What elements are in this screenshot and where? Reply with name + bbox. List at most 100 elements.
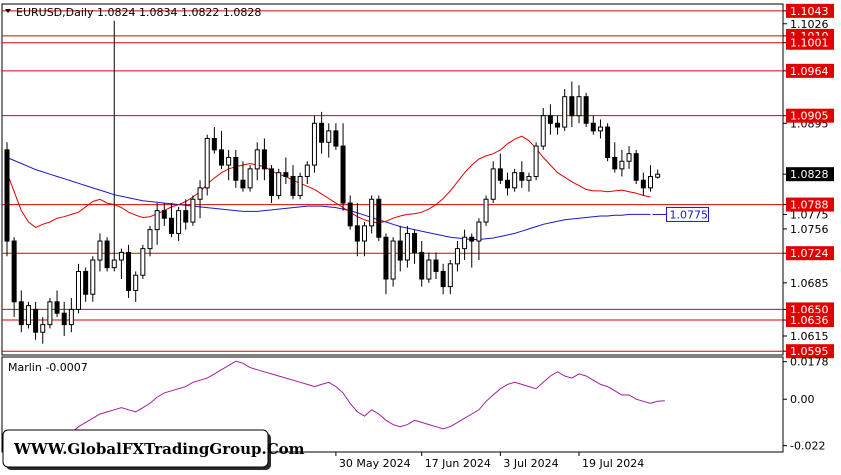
- osc-tick-label: -0.022: [790, 440, 825, 453]
- candle-body-bear: [183, 210, 189, 223]
- level-badge-label: 1.0595: [790, 345, 829, 358]
- support-resistance-levels: [2, 10, 783, 352]
- candle-body-bull: [47, 301, 53, 326]
- candle: [533, 142, 539, 181]
- candle-body-bull: [147, 229, 153, 250]
- candle: [54, 290, 60, 318]
- candle: [97, 233, 103, 272]
- candle: [90, 256, 96, 302]
- candle: [304, 161, 310, 185]
- ma-value-badge: [666, 206, 709, 222]
- candle-body-bull: [648, 175, 653, 189]
- candle: [605, 123, 611, 162]
- dropdown-triangle-icon[interactable]: [5, 9, 11, 13]
- candle: [440, 263, 446, 295]
- candle-body-bear: [333, 130, 339, 147]
- candle-body-bear: [419, 251, 425, 280]
- level-badge-label: 1.0636: [790, 314, 829, 327]
- candle-body-bear: [633, 153, 639, 181]
- candle: [176, 206, 182, 242]
- candle-body-bear: [33, 308, 39, 333]
- time-tick-label: 17 Jun 2024: [425, 457, 491, 470]
- candle-body-bear: [412, 232, 418, 253]
- candle: [40, 317, 46, 344]
- candle-body-bull: [226, 156, 232, 166]
- candle: [240, 161, 246, 192]
- candle-body-bull: [204, 137, 210, 189]
- candle-body-bull: [25, 305, 31, 326]
- candle: [197, 180, 203, 219]
- candle-body-bear: [61, 312, 67, 326]
- candle: [276, 168, 282, 200]
- level-badge-label: 1.0724: [790, 247, 829, 260]
- candle: [547, 104, 553, 135]
- candle: [626, 146, 632, 169]
- candle-body-bear: [354, 225, 360, 242]
- candle: [61, 301, 67, 337]
- candle-body-bull: [619, 160, 625, 170]
- candle: [576, 85, 582, 124]
- candle-body-bull: [254, 149, 260, 170]
- candle: [655, 169, 661, 179]
- candle: [505, 172, 510, 196]
- candle-body-bear: [54, 301, 60, 314]
- candle-body-bull: [154, 210, 160, 231]
- osc-tick-label: 0.00: [790, 393, 815, 406]
- price-tick-label: 1.0756: [790, 223, 829, 236]
- candle-body-bear: [497, 168, 503, 181]
- candle-body-bull: [76, 270, 81, 310]
- time-tick-label: 3 Jul 2024: [503, 457, 558, 470]
- level-badge: [786, 313, 834, 328]
- candle: [126, 244, 132, 299]
- candle: [83, 267, 89, 302]
- price-tick-label: 1.1026: [790, 18, 829, 31]
- candle: [447, 260, 453, 295]
- candle-body-bull: [326, 130, 332, 143]
- level-badge: [786, 108, 834, 123]
- candle: [397, 225, 403, 272]
- candle: [512, 168, 518, 192]
- candle-body-bull: [512, 172, 518, 189]
- candle: [261, 138, 267, 181]
- main-pane-frame: [1, 3, 784, 356]
- level-badge-label: 1.1043: [790, 5, 829, 18]
- candle: [583, 92, 589, 128]
- ma-value-label: 1.0775: [670, 208, 709, 221]
- candle: [297, 172, 303, 200]
- price-tick-label: 1.0685: [790, 277, 829, 290]
- candle-body-bull: [526, 175, 532, 181]
- candle-body-bear: [505, 179, 510, 189]
- watermark-text: WWW.GlobalFXTradingGroup.Com: [13, 440, 305, 458]
- candle-body-bear: [219, 149, 224, 166]
- candle-body-bull: [562, 96, 568, 128]
- candle: [540, 108, 546, 150]
- candle-body-bull: [133, 274, 139, 291]
- candle: [590, 115, 596, 135]
- candle: [161, 203, 167, 226]
- candle-body-bear: [440, 270, 446, 288]
- candle: [326, 123, 332, 158]
- candle: [369, 195, 375, 234]
- candle: [219, 130, 224, 169]
- candle-body-bear: [161, 210, 167, 219]
- level-badge-label: 1.0788: [790, 199, 829, 212]
- level-badge: [786, 3, 834, 18]
- candle: [497, 153, 503, 185]
- candle-body-bull: [447, 263, 453, 288]
- osc-tick-label: 0.0178: [790, 356, 829, 369]
- candle-body-bull: [369, 198, 375, 227]
- candle-body-bear: [547, 115, 553, 124]
- candle-body-bull: [626, 153, 632, 162]
- candle-body-bull: [97, 240, 103, 261]
- candle: [433, 252, 439, 280]
- candle: [383, 233, 389, 295]
- candle-body-bull: [362, 225, 367, 242]
- level-badge: [786, 197, 834, 212]
- candle: [133, 271, 139, 302]
- level-badge: [786, 246, 834, 261]
- candle-body-bear: [319, 122, 325, 143]
- candle: [462, 229, 468, 261]
- candle-body-bull: [140, 248, 146, 276]
- candle: [483, 195, 489, 226]
